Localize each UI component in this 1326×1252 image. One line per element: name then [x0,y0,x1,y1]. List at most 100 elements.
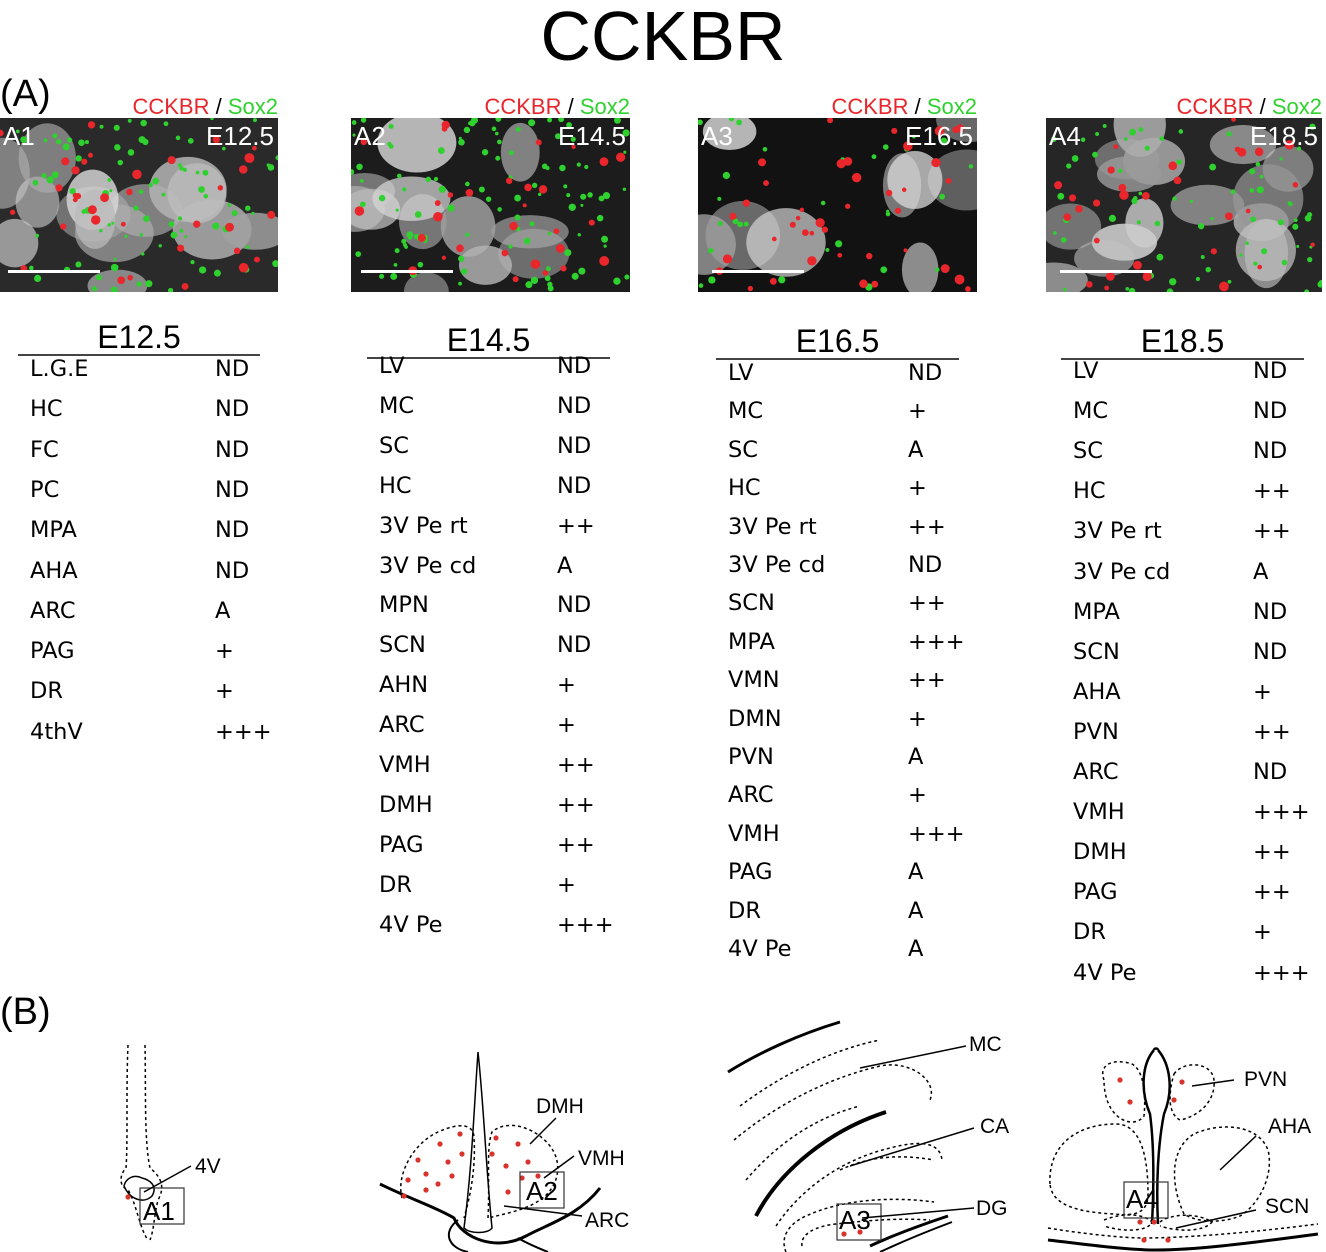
sox2-puncta [1227,279,1232,284]
dg-granule-layer-2 [879,1221,953,1252]
expression-level: ND [557,472,592,499]
sox2-puncta [111,221,115,225]
cckbr-puncta [120,221,126,227]
cckbr-puncta [1141,192,1150,200]
sox2-puncta [1066,163,1072,169]
cckbr-puncta [71,166,80,175]
region-name: LV [1073,358,1099,384]
sox2-puncta [272,260,278,268]
table-rule [716,358,959,360]
cckbr-puncta [1257,264,1263,270]
cckbr-puncta [1292,182,1299,188]
sox2-puncta [547,281,553,288]
cckbr-puncta [843,156,853,166]
nucleus [498,228,570,279]
cckbr-puncta [742,199,751,207]
region-name: 3V Pe rt [379,512,468,539]
sox2-puncta [170,231,178,239]
sox2-puncta [182,167,187,172]
cckbr-puncta [903,141,913,151]
sox2-puncta [911,134,916,139]
sox2-puncta [41,173,47,179]
cckbr-puncta [956,124,965,133]
micrograph-stage: E18.5 [1250,121,1318,151]
sox2-puncta [379,273,385,279]
sox2-puncta [148,182,153,188]
micrograph-image [0,118,278,292]
expression-level: ++ [1253,879,1291,906]
sox2-puncta [251,211,255,215]
region-name: MC [728,398,764,425]
expression-dot [841,1231,847,1237]
region-name: SCN [728,590,775,617]
diagram-box-label-a3: A3 [839,1205,871,1235]
cckbr-puncta [795,215,801,221]
sox2-puncta [167,287,174,292]
sox2-puncta [198,266,207,274]
cckbr-puncta [244,153,255,164]
legend-separator: / [914,94,921,119]
sox2-puncta [515,126,521,132]
ca-pyramidal-layer [754,1110,887,1217]
diagram-label-scn: SCN [1265,1195,1310,1218]
sox2-puncta [107,223,111,227]
legend-marker2: Sox2 [227,94,278,119]
sox2-puncta [1292,223,1299,230]
cckbr-puncta [1068,194,1077,202]
region-name: SC [728,436,758,463]
sox2-puncta [388,123,394,129]
sox2-puncta [275,155,278,161]
table-rule [367,357,610,359]
sox2-puncta [109,189,113,193]
dg-granule-layer [869,1214,949,1248]
diagram-label-mc: MC [969,1033,1002,1056]
region-name: HC [379,472,412,499]
cckbr-puncta [789,221,796,228]
sox2-puncta [613,118,621,124]
sox2-puncta [497,139,502,145]
sox2-puncta [1249,168,1256,175]
sox2-puncta [32,179,39,186]
sox2-puncta [940,137,948,145]
sox2-puncta [508,150,514,156]
sox2-puncta [158,244,162,248]
cckbr-puncta [505,177,513,185]
cckbr-puncta [535,139,542,146]
cckbr-puncta [417,233,426,243]
leader-mc [859,1045,967,1069]
expression-level: + [908,398,927,425]
expression-level: ++ [1253,478,1291,505]
cortex-layer-1 [739,1039,881,1107]
sox2-puncta [388,143,394,149]
sox2-puncta [935,267,940,272]
sox2-puncta [495,155,501,161]
sox2-puncta [1318,279,1322,287]
region-name: SC [1073,438,1103,465]
sox2-puncta [491,126,497,132]
sox2-puncta [717,196,722,201]
region-name: PAG [728,859,773,886]
sox2-puncta [75,155,82,162]
cckbr-puncta [267,210,276,219]
sox2-puncta [458,138,465,146]
cckbr-puncta [1086,281,1093,288]
sox2-puncta [514,194,522,202]
sox2-puncta [177,163,182,167]
expression-level: ++ [557,752,595,778]
sox2-puncta [75,261,82,268]
cortex-outline [727,1020,841,1074]
cckbr-puncta [1168,161,1178,171]
sox2-puncta [1136,220,1141,225]
sox2-puncta [438,185,446,193]
cckbr-puncta [117,276,126,285]
sox2-puncta [622,129,630,137]
sox2-puncta [1172,196,1177,201]
region-name: 4V Pe [728,936,792,962]
region-name: DMN [728,705,782,732]
sox2-puncta [210,118,214,121]
leader-scn [1175,1209,1257,1229]
sox2-puncta [212,222,220,230]
cckbr-puncta [1105,272,1115,281]
sox2-puncta [124,234,128,239]
sox2-puncta [1209,163,1217,171]
